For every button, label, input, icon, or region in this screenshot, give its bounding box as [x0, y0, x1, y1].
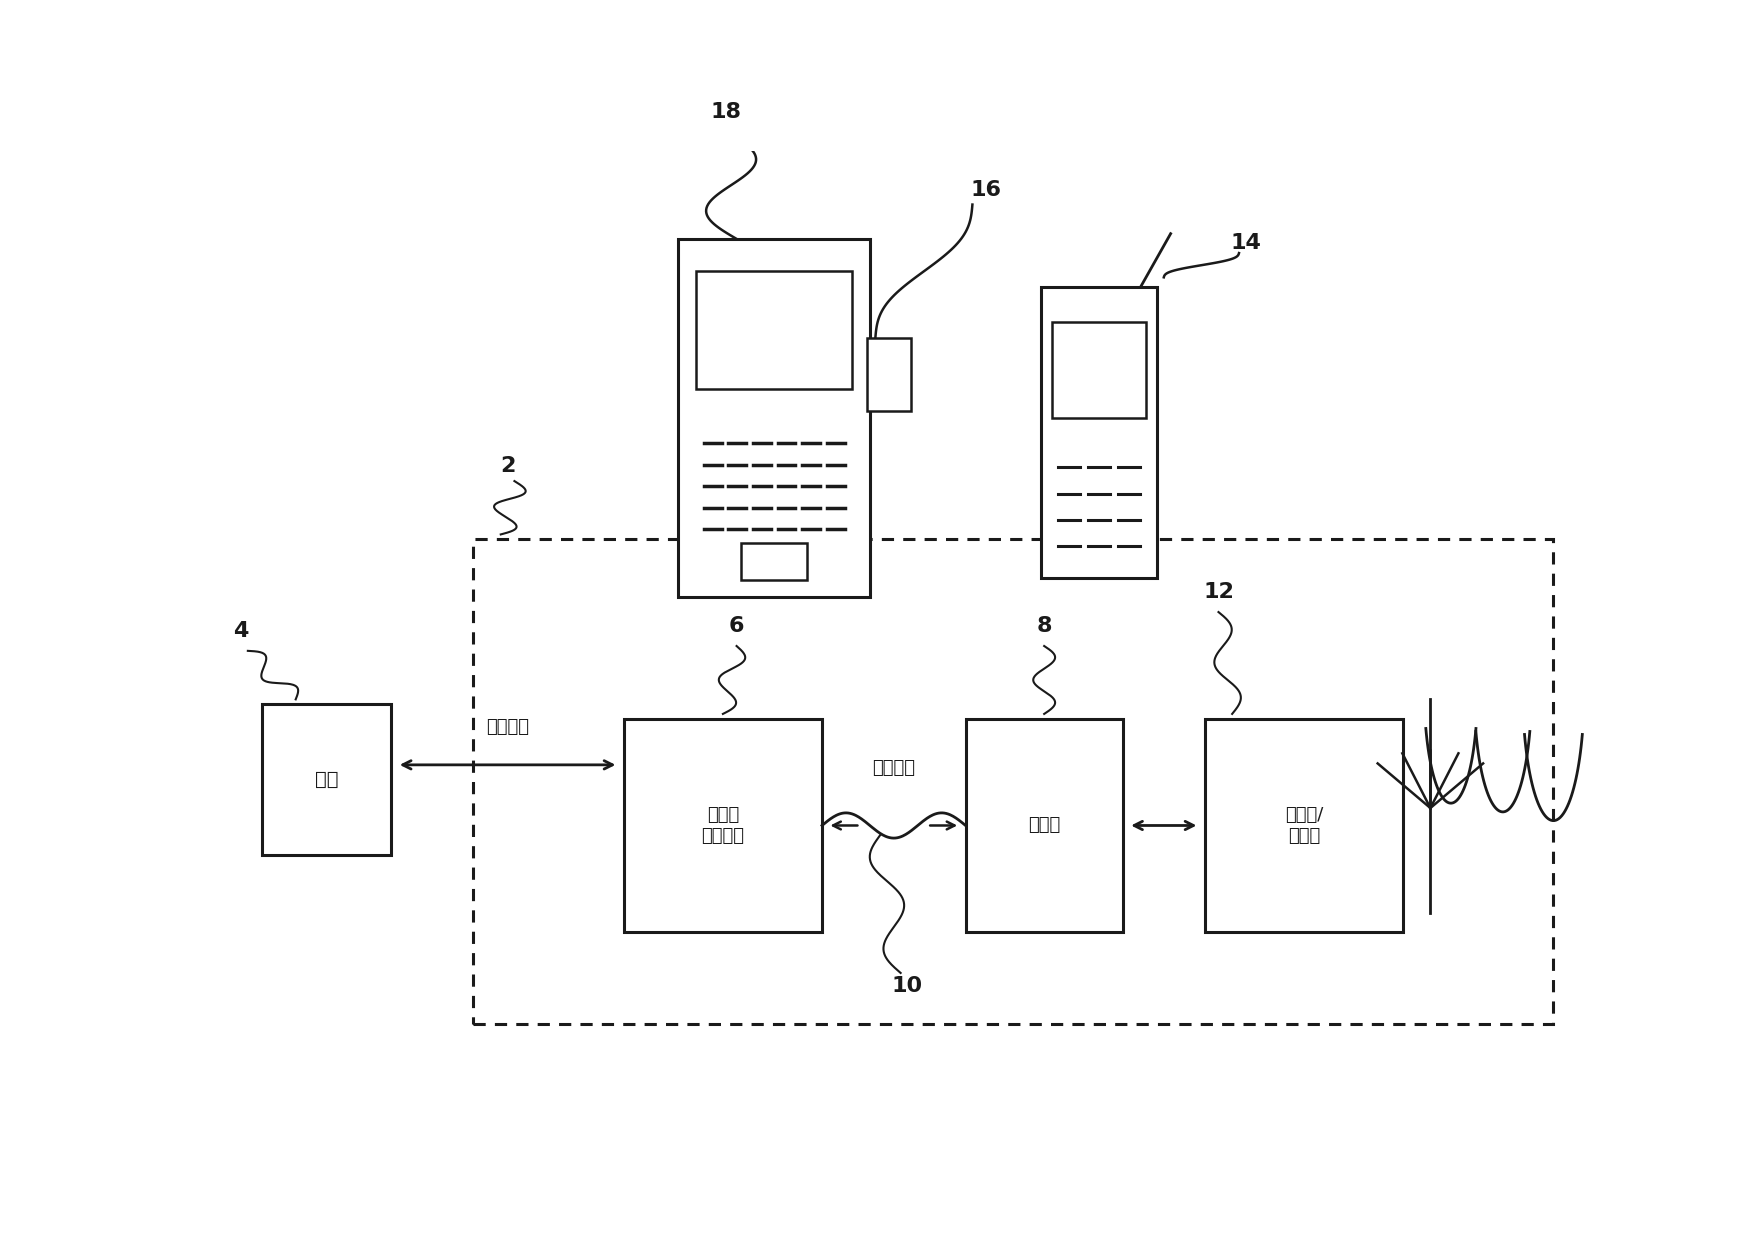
Text: 10: 10: [893, 975, 923, 995]
Text: 6: 6: [729, 616, 744, 636]
Bar: [965, 718, 1124, 932]
Text: 4: 4: [233, 621, 249, 641]
Bar: [679, 238, 870, 597]
Text: 发送器/
接收器: 发送器/ 接收器: [1284, 806, 1323, 845]
Bar: [261, 704, 392, 854]
Text: 2: 2: [499, 456, 515, 476]
Bar: [868, 338, 910, 411]
Bar: [473, 539, 1554, 1024]
Text: 去向网络: 去向网络: [487, 718, 529, 736]
Text: 网络: 网络: [314, 770, 339, 789]
Text: 8: 8: [1037, 616, 1051, 636]
Text: 宽带连接: 宽带连接: [871, 759, 916, 777]
Bar: [1205, 718, 1402, 932]
Text: 18: 18: [711, 102, 743, 122]
Text: 12: 12: [1203, 582, 1235, 602]
Text: 14: 14: [1230, 233, 1261, 253]
Bar: [1041, 287, 1157, 578]
Text: 接入点: 接入点: [1028, 816, 1060, 834]
Text: 毫微微
小区网关: 毫微微 小区网关: [702, 806, 744, 845]
Bar: [697, 271, 852, 389]
Text: 16: 16: [970, 180, 1002, 199]
Bar: [624, 718, 822, 932]
Bar: [1051, 323, 1147, 418]
Bar: [741, 543, 806, 580]
